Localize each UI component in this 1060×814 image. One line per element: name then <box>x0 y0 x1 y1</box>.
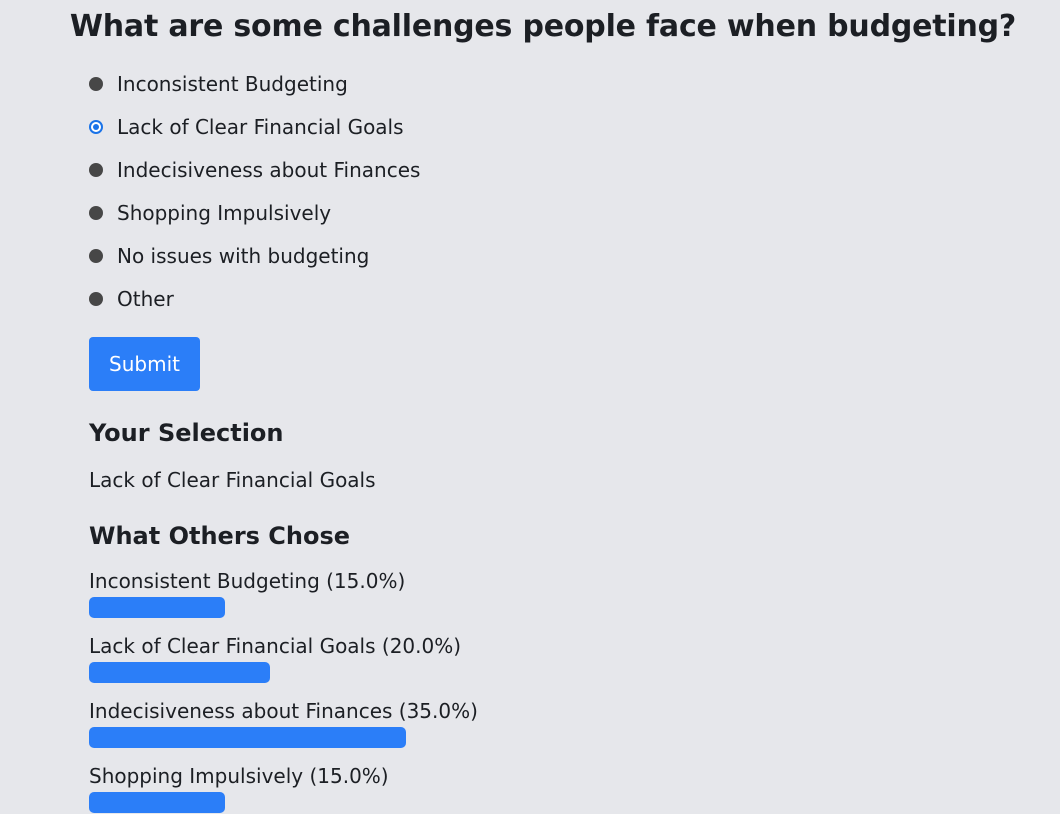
submit-button[interactable]: Submit <box>89 337 200 391</box>
question-title: What are some challenges people face whe… <box>69 9 1017 44</box>
option-label: Indecisiveness about Finances <box>117 158 421 182</box>
result-bar <box>89 597 225 618</box>
option-label: No issues with budgeting <box>117 244 370 268</box>
option-no-issues[interactable]: No issues with budgeting <box>89 235 420 278</box>
radio-button[interactable] <box>89 162 103 177</box>
result-label: Shopping Impulsively (15.0%) <box>89 764 389 788</box>
radio-button[interactable] <box>89 76 103 91</box>
result-label: Inconsistent Budgeting (15.0%) <box>89 569 406 593</box>
your-selection-heading: Your Selection <box>89 419 284 447</box>
option-indecisiveness-about-finances[interactable]: Indecisiveness about Finances <box>89 149 420 192</box>
option-shopping-impulsively[interactable]: Shopping Impulsively <box>89 192 420 235</box>
what-others-chose-heading: What Others Chose <box>89 522 351 550</box>
result-label: Lack of Clear Financial Goals (20.0%) <box>89 634 462 658</box>
option-inconsistent-budgeting[interactable]: Inconsistent Budgeting <box>89 63 420 106</box>
your-selection-value: Lack of Clear Financial Goals <box>89 468 376 492</box>
option-list: Inconsistent Budgeting Lack of Clear Fin… <box>89 63 420 321</box>
option-lack-of-clear-financial-goals[interactable]: Lack of Clear Financial Goals <box>89 106 420 149</box>
option-label: Other <box>117 287 174 311</box>
result-label: Indecisiveness about Finances (35.0%) <box>89 699 478 723</box>
option-label: Inconsistent Budgeting <box>117 72 348 96</box>
option-label: Lack of Clear Financial Goals <box>117 115 404 139</box>
radio-button[interactable] <box>89 119 103 134</box>
option-other[interactable]: Other <box>89 278 420 321</box>
radio-button[interactable] <box>89 291 103 306</box>
radio-button[interactable] <box>89 205 103 220</box>
option-label: Shopping Impulsively <box>117 201 332 225</box>
result-bar <box>89 792 225 813</box>
result-bar <box>89 662 270 683</box>
result-bar <box>89 727 406 748</box>
radio-button[interactable] <box>89 248 103 263</box>
